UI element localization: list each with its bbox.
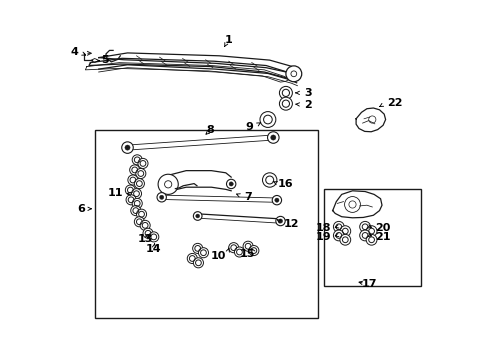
Text: 11: 11 [107,188,122,198]
Circle shape [187,253,197,264]
Text: 7: 7 [244,192,252,202]
Circle shape [279,86,292,99]
Circle shape [279,97,292,110]
Circle shape [333,221,344,232]
Text: 6: 6 [77,204,85,214]
Circle shape [285,66,301,82]
Circle shape [195,214,199,218]
Circle shape [132,155,142,165]
Circle shape [148,232,159,242]
Text: 21: 21 [374,232,389,242]
Bar [323,189,420,286]
Circle shape [260,112,275,127]
Text: 1: 1 [224,35,232,45]
Text: 19: 19 [315,232,331,242]
Circle shape [366,226,376,237]
Circle shape [136,168,145,179]
Circle shape [131,189,141,199]
Circle shape [140,220,150,230]
Circle shape [333,230,344,241]
Circle shape [192,243,203,253]
Circle shape [198,248,208,258]
Text: 15: 15 [239,249,254,259]
Circle shape [142,228,153,238]
Circle shape [138,158,148,168]
Circle shape [262,173,276,187]
Bar [95,130,318,318]
Text: 10: 10 [211,251,226,261]
Circle shape [129,165,140,175]
Text: 13: 13 [138,234,153,244]
Circle shape [136,209,146,219]
Text: 17: 17 [361,279,377,289]
Polygon shape [85,63,289,82]
Circle shape [126,195,136,205]
Circle shape [272,195,281,205]
Polygon shape [89,58,293,78]
Polygon shape [162,195,276,202]
Text: 5: 5 [102,55,109,66]
Circle shape [132,198,142,208]
Circle shape [127,175,138,185]
Text: 16: 16 [277,179,293,189]
Text: 4: 4 [70,47,78,57]
Polygon shape [99,53,297,73]
Circle shape [275,216,285,226]
Circle shape [134,217,144,227]
Circle shape [158,174,178,194]
Circle shape [124,145,130,150]
Text: 14: 14 [146,244,161,254]
Circle shape [228,243,238,253]
Circle shape [243,241,253,251]
Circle shape [157,193,166,202]
Circle shape [366,234,376,245]
Text: 2: 2 [303,100,311,110]
Circle shape [193,212,202,220]
Circle shape [270,135,275,140]
Polygon shape [127,135,273,150]
Circle shape [267,132,279,143]
Circle shape [339,226,350,237]
Text: 3: 3 [303,88,311,98]
Polygon shape [332,191,381,218]
Circle shape [248,246,258,256]
Text: 20: 20 [374,223,389,233]
Circle shape [134,179,144,189]
Text: 12: 12 [284,219,299,229]
Circle shape [339,234,350,245]
Circle shape [122,142,133,153]
Circle shape [228,182,233,186]
Polygon shape [355,108,385,132]
Circle shape [278,219,282,223]
Circle shape [130,206,141,216]
Circle shape [359,230,370,241]
Circle shape [159,195,163,199]
Text: 22: 22 [386,98,401,108]
Circle shape [274,198,279,202]
Circle shape [359,221,370,232]
Circle shape [193,258,203,268]
Circle shape [234,247,244,257]
Text: 9: 9 [245,122,253,132]
Circle shape [125,185,135,195]
Text: 18: 18 [315,223,331,233]
Text: 8: 8 [206,125,214,135]
Circle shape [226,179,235,189]
